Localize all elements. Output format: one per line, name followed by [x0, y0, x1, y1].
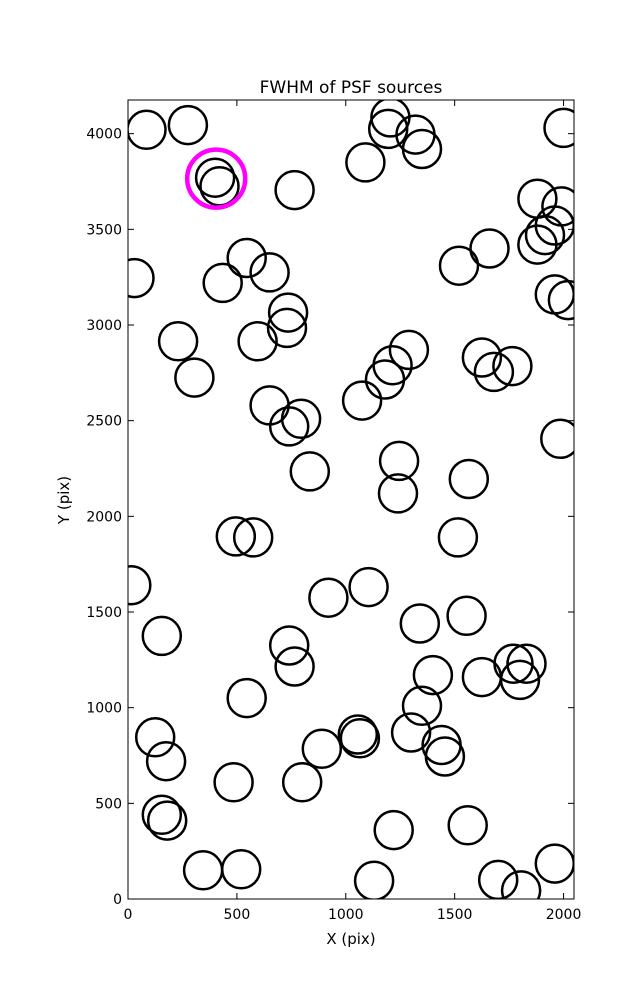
- x-tick-label: 2000: [546, 907, 582, 923]
- psf-source-marker: [401, 685, 443, 727]
- psf-source-marker: [493, 643, 534, 684]
- y-tick-label: 3500: [86, 222, 122, 238]
- psf-source-marker: [448, 458, 490, 500]
- psf-source-marker: [213, 762, 254, 803]
- psf-source-marker: [377, 473, 419, 514]
- psf-source-marker: [167, 104, 209, 146]
- psf-source-marker: [220, 849, 262, 890]
- psf-source-marker: [274, 646, 315, 687]
- y-tick-label: 2500: [86, 414, 122, 430]
- psf-source-marker: [499, 659, 541, 701]
- psf-source-marker: [390, 712, 432, 753]
- psf-source-marker: [337, 714, 379, 755]
- psf-source-marker: [341, 380, 383, 421]
- psf-source-marker: [447, 805, 488, 846]
- x-tick-label: 500: [224, 907, 251, 923]
- psf-source-marker: [373, 809, 414, 851]
- psf-source-marker: [194, 157, 236, 198]
- psf-source-marker: [543, 107, 574, 149]
- psf-source-marker: [128, 109, 167, 151]
- psf-source-marker: [145, 740, 187, 782]
- psf-source-marker: [412, 654, 454, 696]
- psf-source-marker: [388, 329, 430, 371]
- psf-source-marker: [268, 625, 310, 666]
- y-axis-title: Y (pix): [55, 476, 73, 525]
- x-tick-label: 0: [124, 907, 133, 923]
- tick-layer: 0 500 1000 1500 2000 0 500 1000 1500 2000 2500 3000…: [86, 100, 581, 923]
- psf-source-marker: [517, 224, 558, 265]
- psf-source-marker: [202, 262, 243, 304]
- psf-source-marker: [547, 279, 574, 321]
- psf-source-marker: [348, 566, 389, 608]
- psf-source-marker: [215, 516, 257, 557]
- psf-source-marker: [524, 214, 566, 256]
- psf-source-marker: [461, 337, 503, 378]
- psf-source-marker: [378, 440, 420, 482]
- psf-source-marker: [401, 128, 443, 170]
- psf-source-marker: [226, 677, 267, 719]
- marker-layer: [128, 100, 574, 899]
- psf-source-marker: [446, 595, 487, 637]
- psf-source-marker: [301, 728, 343, 770]
- x-axis-title: X (pix): [326, 930, 375, 948]
- psf-source-marker: [141, 794, 183, 836]
- psf-source-marker: [266, 307, 308, 349]
- psf-source-marker: [437, 517, 479, 558]
- psf-source-marker: [540, 418, 574, 460]
- psf-source-marker: [128, 257, 155, 299]
- psf-source-marker: [500, 870, 542, 899]
- psf-source-marker: [128, 564, 152, 606]
- psf-source-marker: [174, 357, 215, 398]
- psf-source-marker: [469, 228, 510, 269]
- psf-source-marker: [226, 237, 267, 279]
- y-tick-label: 1000: [86, 701, 122, 717]
- psf-source-marker: [517, 178, 558, 219]
- psf-source-marker: [477, 859, 519, 899]
- chart-title: FWHM of PSF sources: [260, 78, 443, 98]
- psf-source-marker: [289, 451, 331, 492]
- psf-source-marker: [364, 359, 406, 400]
- psf-source-marker: [182, 850, 224, 891]
- psf-source-marker: [146, 800, 188, 841]
- psf-source-marker: [308, 577, 349, 618]
- psf-source-marker: [274, 169, 315, 211]
- y-tick-label: 0: [113, 892, 122, 908]
- psf-source-marker: [339, 718, 381, 759]
- x-tick-label: 1500: [437, 907, 473, 923]
- plot-frame: [127, 99, 575, 900]
- psf-source-marker: [280, 398, 322, 440]
- psf-source-marker: [281, 762, 323, 803]
- psf-source-marker: [399, 603, 441, 644]
- psf-source-marker: [141, 615, 183, 657]
- psf-source-marker: [506, 643, 547, 684]
- psf-source-marker: [353, 860, 395, 899]
- highlighted-source-marker: [184, 147, 248, 210]
- psf-source-marker: [367, 108, 409, 150]
- y-tick-label: 1500: [86, 605, 122, 621]
- psf-source-marker: [134, 717, 176, 758]
- psf-source-marker: [473, 351, 515, 393]
- psf-source-marker: [237, 321, 278, 362]
- psf-source-marker: [438, 245, 480, 286]
- y-tick-label: 500: [95, 796, 122, 812]
- y-tick-label: 3000: [86, 318, 122, 334]
- psf-source-marker: [268, 406, 310, 447]
- psf-source-marker: [492, 345, 533, 387]
- y-tick-label: 2000: [86, 509, 122, 525]
- psf-source-marker: [249, 252, 290, 293]
- psf-source-marker: [232, 517, 274, 558]
- psf-source-marker: [534, 843, 574, 884]
- y-tick-label: 4000: [86, 127, 122, 143]
- psf-source-marker: [267, 292, 309, 333]
- psf-source-marker: [345, 142, 386, 183]
- psf-source-marker: [157, 321, 199, 362]
- x-tick-label: 1000: [328, 907, 364, 923]
- psf-source-marker: [372, 344, 413, 386]
- psf-source-marker: [424, 736, 466, 777]
